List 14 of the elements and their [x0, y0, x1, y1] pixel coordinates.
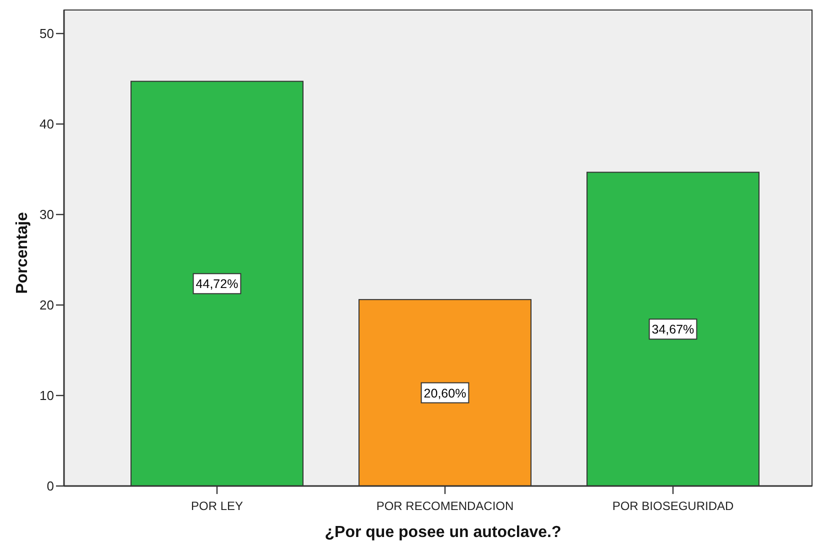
x-tick-label: POR RECOMENDACION — [376, 499, 514, 513]
y-tick-label: 20 — [40, 298, 54, 313]
x-axis-title: ¿Por que posee un autoclave.? — [324, 524, 562, 541]
y-axis-title: Porcentaje — [14, 212, 31, 294]
y-tick-label: 50 — [40, 26, 54, 42]
y-tick-label: 30 — [40, 207, 54, 222]
data-label: 20,60% — [424, 386, 466, 400]
data-label: 34,67% — [652, 322, 694, 337]
x-tick-label: POR BIOSEGURIDAD — [612, 499, 734, 513]
y-tick-label: 40 — [40, 116, 54, 132]
x-tick-label: POR LEY — [190, 499, 244, 513]
y-tick-label: 10 — [40, 388, 54, 404]
data-label: 44,72% — [196, 277, 238, 292]
y-tick-label: 0 — [46, 478, 54, 494]
